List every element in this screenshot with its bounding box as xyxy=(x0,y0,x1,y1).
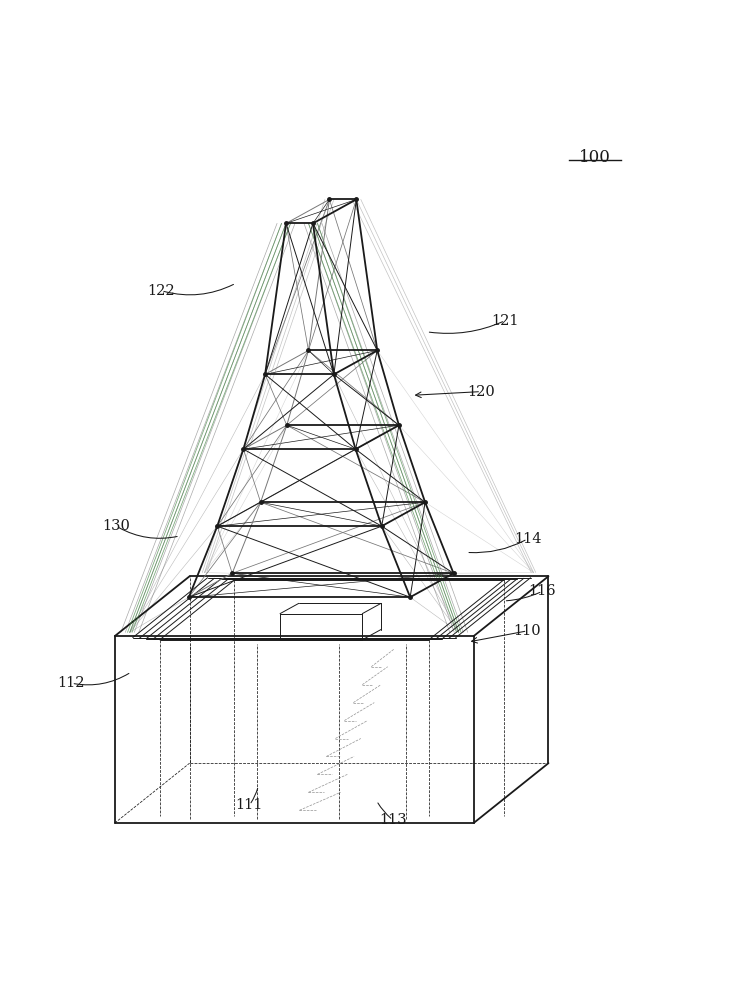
Text: 112: 112 xyxy=(57,676,85,690)
Text: 114: 114 xyxy=(514,532,541,546)
Text: 113: 113 xyxy=(380,813,407,827)
Text: 116: 116 xyxy=(528,584,556,598)
Text: 120: 120 xyxy=(467,385,495,399)
Text: 121: 121 xyxy=(491,314,519,328)
Text: 122: 122 xyxy=(147,284,175,298)
Text: 110: 110 xyxy=(514,624,541,638)
Text: 130: 130 xyxy=(102,519,130,533)
Text: 111: 111 xyxy=(236,798,263,812)
Text: 100: 100 xyxy=(579,149,611,166)
